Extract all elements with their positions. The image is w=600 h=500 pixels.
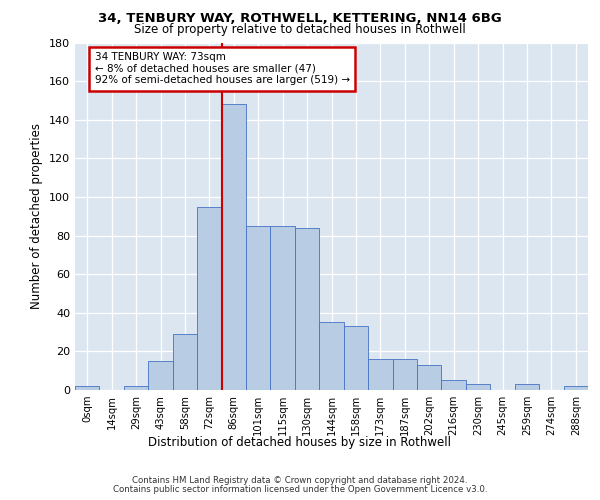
Bar xyxy=(563,386,588,390)
Text: Size of property relative to detached houses in Rothwell: Size of property relative to detached ho… xyxy=(134,22,466,36)
Bar xyxy=(221,104,246,390)
Bar xyxy=(148,361,173,390)
Bar xyxy=(124,386,148,390)
Bar xyxy=(417,365,442,390)
Bar xyxy=(515,384,539,390)
Text: Contains HM Land Registry data © Crown copyright and database right 2024.: Contains HM Land Registry data © Crown c… xyxy=(132,476,468,485)
Bar xyxy=(295,228,319,390)
Bar xyxy=(368,359,392,390)
Bar xyxy=(173,334,197,390)
Bar xyxy=(466,384,490,390)
Bar xyxy=(344,326,368,390)
Bar xyxy=(271,226,295,390)
Bar xyxy=(392,359,417,390)
Bar xyxy=(319,322,344,390)
Bar xyxy=(442,380,466,390)
Bar xyxy=(197,206,221,390)
Text: Contains public sector information licensed under the Open Government Licence v3: Contains public sector information licen… xyxy=(113,484,487,494)
Y-axis label: Number of detached properties: Number of detached properties xyxy=(31,123,43,309)
Text: 34 TENBURY WAY: 73sqm
← 8% of detached houses are smaller (47)
92% of semi-detac: 34 TENBURY WAY: 73sqm ← 8% of detached h… xyxy=(95,52,350,86)
Bar xyxy=(246,226,271,390)
Text: 34, TENBURY WAY, ROTHWELL, KETTERING, NN14 6BG: 34, TENBURY WAY, ROTHWELL, KETTERING, NN… xyxy=(98,12,502,26)
Bar xyxy=(75,386,100,390)
Text: Distribution of detached houses by size in Rothwell: Distribution of detached houses by size … xyxy=(149,436,452,449)
